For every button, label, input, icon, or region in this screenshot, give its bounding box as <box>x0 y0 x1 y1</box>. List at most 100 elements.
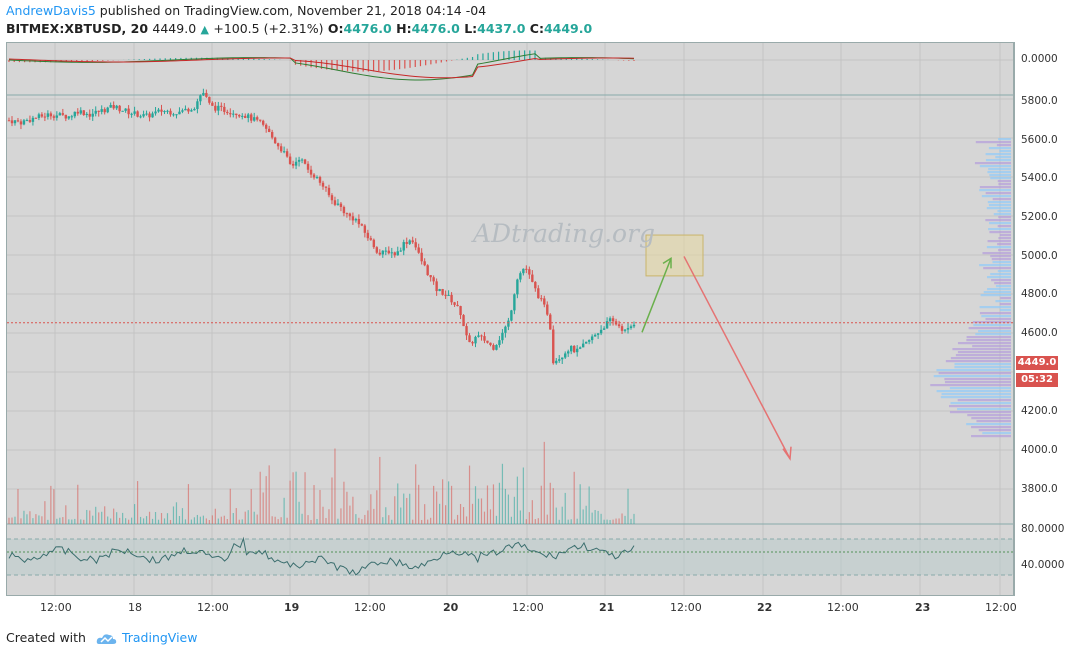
volume-bar <box>442 479 444 524</box>
candle-body <box>300 159 304 161</box>
candle-body <box>330 195 334 201</box>
candle-body <box>572 345 576 353</box>
volume-bar <box>549 482 551 524</box>
volume-bar <box>145 516 148 524</box>
candle-body <box>626 327 630 330</box>
volume-bar <box>214 508 216 524</box>
candle-body <box>486 340 489 343</box>
time-axis[interactable] <box>6 596 1014 620</box>
volume-bar <box>116 512 118 524</box>
candle-body <box>354 218 358 221</box>
volume-profile-bar <box>998 183 1011 186</box>
chart-canvas[interactable] <box>7 43 1013 595</box>
volume-bar <box>340 508 342 524</box>
candle-body <box>178 111 181 115</box>
volume-bar <box>256 514 258 524</box>
volume-bar <box>11 517 13 524</box>
volume-bar <box>196 514 198 524</box>
time-label: 21 <box>599 601 615 614</box>
volume-profile-bar <box>988 228 1011 231</box>
tradingview-cloud-icon[interactable] <box>96 633 118 645</box>
candle-body <box>163 111 166 113</box>
volume-bar <box>555 507 557 524</box>
candle-body <box>121 110 124 112</box>
volume-bar <box>211 515 213 524</box>
volume-bar <box>427 519 429 524</box>
grid <box>7 43 1013 595</box>
volume-bar <box>597 510 599 524</box>
volume-bar <box>301 513 303 524</box>
arrow-up-icon[interactable] <box>641 258 672 333</box>
volume-profile-bar <box>930 384 1011 387</box>
volume-bar <box>447 481 450 524</box>
volume-profile-bar <box>995 300 1011 303</box>
candle-body <box>229 113 232 115</box>
volume-bar <box>588 486 590 524</box>
volume-bar <box>310 519 312 524</box>
candle-body <box>160 109 163 112</box>
candle-body <box>19 121 23 125</box>
target-zone-box[interactable] <box>645 234 704 277</box>
volume-bar <box>633 513 635 524</box>
volume-profile-bar <box>979 312 1011 315</box>
volume-bar <box>621 513 623 524</box>
volume-bar <box>325 517 327 524</box>
volume-bar <box>157 519 160 524</box>
volume-bar <box>148 511 151 524</box>
candle-body <box>202 92 205 96</box>
volume-bar <box>337 518 339 524</box>
candle-body <box>151 113 154 118</box>
volume-profile-bar <box>998 249 1011 252</box>
candle-body <box>357 218 361 225</box>
volume-profile-bar <box>979 306 1011 309</box>
rsi-band <box>7 539 1013 575</box>
candle-body <box>381 250 385 255</box>
candle-body <box>22 120 26 125</box>
volume-profile-bar <box>981 195 1011 198</box>
candle-body <box>534 281 537 289</box>
candle-body <box>513 294 516 311</box>
volume-bar <box>136 481 139 524</box>
volume-bar <box>223 515 225 524</box>
candle-body <box>285 151 289 157</box>
candle-body <box>94 110 97 114</box>
candle-body <box>435 281 438 292</box>
time-label: 12:00 <box>354 601 386 614</box>
candle-body <box>106 107 109 113</box>
candle-body <box>525 268 528 270</box>
chart-area[interactable]: ADtrading.org <box>6 42 1014 596</box>
candle-body <box>10 120 14 124</box>
candlestick-series <box>7 88 636 365</box>
volume-bar <box>304 472 306 524</box>
volume-profile-bar <box>941 393 1011 396</box>
candle-body <box>61 113 65 115</box>
volume-bar <box>238 519 240 524</box>
candle-body <box>399 250 402 252</box>
candle-body <box>351 216 355 221</box>
candle-body <box>420 252 423 262</box>
candle-body <box>82 110 85 116</box>
volume-bar <box>519 510 521 524</box>
volume-bar <box>268 465 270 524</box>
author-link[interactable]: AndrewDavis5 <box>6 3 96 18</box>
volume-bar <box>361 519 363 524</box>
volume-bar <box>483 511 486 524</box>
volume-bar <box>567 519 569 524</box>
price-axis[interactable]: 0.0000 5800.0 5600.0 5400.0 5200.0 5000.… <box>1014 42 1073 596</box>
volume-bar <box>160 513 163 524</box>
candle-body <box>414 242 417 248</box>
candle-body <box>432 277 435 282</box>
volume-bar <box>226 519 228 524</box>
volume-bar <box>537 518 539 524</box>
volume-profile-bar <box>979 186 1011 189</box>
volume-bar <box>202 515 204 524</box>
symbol-label[interactable]: BITMEX:XBTUSD, 20 <box>6 21 149 36</box>
candle-body <box>590 336 594 341</box>
tradingview-link[interactable]: TradingView <box>121 630 198 645</box>
volume-bar <box>289 480 291 524</box>
candle-body <box>109 105 112 108</box>
candle-body <box>181 110 184 112</box>
volume-bar <box>525 519 527 524</box>
volume-profile-bar <box>997 270 1011 273</box>
arrow-down-icon[interactable] <box>683 256 791 460</box>
